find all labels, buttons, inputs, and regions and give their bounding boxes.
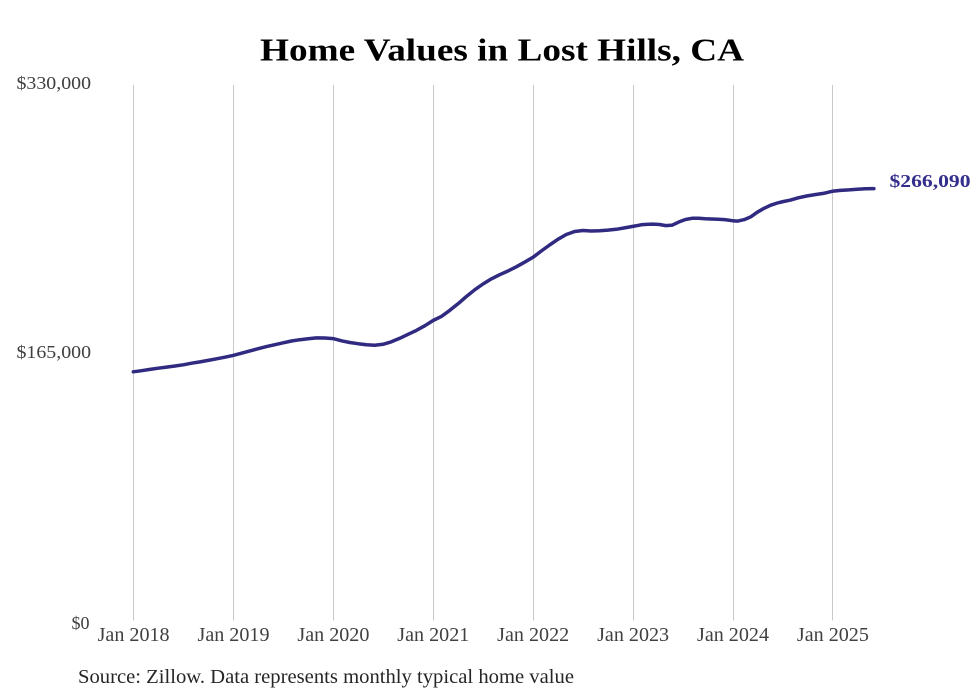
svg-text:Jan 2023: Jan 2023 xyxy=(597,625,669,646)
svg-text:Jan 2020: Jan 2020 xyxy=(297,625,369,646)
svg-text:Jan 2024: Jan 2024 xyxy=(697,625,769,646)
svg-text:Jan 2018: Jan 2018 xyxy=(98,625,170,646)
svg-text:$330,000: $330,000 xyxy=(17,73,92,93)
svg-text:Jan 2022: Jan 2022 xyxy=(497,625,569,646)
svg-text:Jan 2019: Jan 2019 xyxy=(198,625,270,646)
svg-text:Home Values in Lost Hills, CA: Home Values in Lost Hills, CA xyxy=(260,32,744,68)
svg-text:$266,090: $266,090 xyxy=(890,171,971,191)
svg-text:Source: Zillow. Data represent: Source: Zillow. Data represents monthly … xyxy=(78,667,574,688)
svg-text:Jan 2025: Jan 2025 xyxy=(797,625,869,646)
svg-text:Jan 2021: Jan 2021 xyxy=(397,625,469,646)
svg-text:$165,000: $165,000 xyxy=(17,342,92,362)
svg-text:$0: $0 xyxy=(72,613,90,633)
